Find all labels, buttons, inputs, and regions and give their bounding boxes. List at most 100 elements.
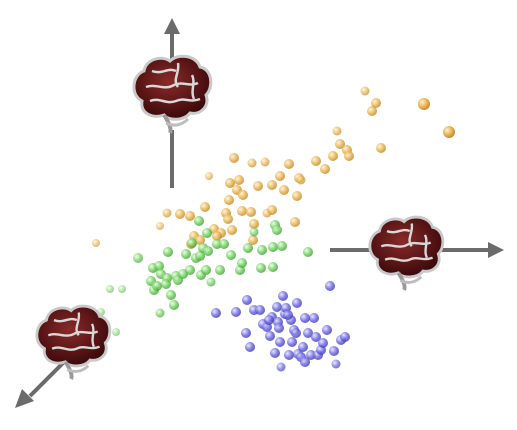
orange-cluster-point — [246, 207, 256, 217]
green-cluster-point — [249, 227, 259, 237]
blue-cluster-point — [287, 337, 297, 347]
orange-cluster-point — [185, 211, 195, 221]
blue-cluster-point — [284, 350, 294, 360]
blue-cluster-point — [292, 298, 302, 308]
axis-vertical — [164, 18, 180, 188]
green-cluster-point — [106, 285, 114, 293]
blue-cluster-point — [283, 310, 293, 320]
brain-icon-right — [368, 215, 445, 291]
orange-cluster-point — [212, 231, 222, 241]
green-cluster-point — [277, 241, 287, 251]
green-cluster-point — [243, 243, 253, 253]
point-cloud — [92, 86, 455, 372]
blue-cluster-point — [278, 291, 288, 301]
orange-cluster-point — [290, 217, 300, 227]
orange-cluster-point — [267, 180, 277, 190]
orange-cluster-point — [443, 126, 455, 138]
blue-cluster-point — [211, 308, 221, 318]
orange-cluster-point — [328, 151, 338, 161]
blue-cluster-point — [242, 295, 252, 305]
green-cluster-point — [112, 328, 120, 336]
green-cluster-point — [181, 249, 191, 259]
green-cluster-point — [268, 262, 278, 272]
blue-cluster-point — [291, 328, 301, 338]
green-cluster-point — [256, 263, 266, 273]
blue-cluster-point — [265, 331, 275, 341]
green-cluster-point — [226, 250, 236, 260]
green-cluster-point — [219, 239, 229, 249]
blue-cluster-point — [272, 302, 282, 312]
orange-cluster-point — [267, 205, 277, 215]
orange-cluster-point — [311, 156, 321, 166]
blue-cluster-point — [325, 281, 335, 291]
blue-cluster-point — [274, 323, 284, 333]
brain-icons — [35, 54, 445, 380]
orange-cluster-point — [200, 202, 210, 212]
blue-cluster-point — [340, 332, 350, 342]
green-cluster-point — [303, 247, 313, 257]
axis-horizontal — [330, 242, 504, 258]
blue-cluster-point — [309, 313, 319, 323]
blue-cluster-point — [270, 348, 280, 358]
green-cluster-point — [118, 285, 126, 293]
orange-cluster-point — [92, 239, 100, 247]
orange-cluster-point — [195, 235, 205, 245]
orange-cluster-point — [247, 158, 257, 168]
green-cluster-point — [161, 279, 171, 289]
blue-cluster-point — [276, 362, 286, 372]
orange-cluster-point — [234, 175, 244, 185]
orange-cluster-point — [229, 153, 239, 163]
brain-icon-bottom-left — [35, 304, 112, 380]
orange-cluster-point — [376, 143, 386, 153]
orange-cluster-point — [175, 209, 185, 219]
green-cluster-point — [203, 246, 213, 256]
green-cluster-point — [237, 258, 247, 268]
green-cluster-point — [166, 290, 176, 300]
green-cluster-point — [202, 228, 212, 238]
orange-cluster-point — [237, 206, 247, 216]
axis-diagonal — [15, 358, 68, 408]
orange-cluster-point — [224, 195, 234, 205]
orange-cluster-point — [296, 175, 306, 185]
orange-cluster-point — [335, 139, 345, 149]
orange-cluster-point — [367, 106, 377, 116]
orange-cluster-point — [320, 164, 330, 174]
orange-cluster-point — [253, 181, 263, 191]
green-cluster-point — [154, 261, 164, 271]
blue-cluster-point — [303, 328, 313, 338]
green-cluster-point — [185, 265, 195, 275]
green-cluster-point — [169, 300, 179, 310]
blue-cluster-point — [318, 338, 328, 348]
arrow-right-icon — [488, 242, 504, 258]
blue-cluster-point — [245, 342, 255, 352]
arrow-down-left-icon — [15, 389, 34, 408]
orange-cluster-point — [360, 86, 370, 96]
brain-icon-top — [132, 54, 213, 134]
blue-cluster-point — [311, 332, 321, 342]
green-cluster-point — [133, 253, 143, 263]
orange-cluster-point — [238, 190, 248, 200]
green-cluster-point — [201, 265, 211, 275]
orange-cluster-point — [162, 208, 172, 218]
green-cluster-point — [215, 265, 225, 275]
blue-cluster-point — [300, 357, 310, 367]
blue-cluster-point — [306, 350, 316, 360]
green-cluster-point — [194, 216, 204, 226]
orange-cluster-point — [227, 225, 237, 235]
orange-cluster-point — [260, 157, 270, 167]
orange-cluster-point — [344, 151, 354, 161]
orange-cluster-point — [275, 171, 285, 181]
green-cluster-point — [212, 239, 222, 249]
orange-cluster-point — [284, 159, 294, 169]
orange-cluster-point — [332, 126, 342, 136]
orange-cluster-point — [248, 235, 258, 245]
orange-cluster-point — [279, 185, 289, 195]
blue-cluster-point — [231, 307, 241, 317]
blue-cluster-point — [322, 325, 332, 335]
green-cluster-point — [152, 281, 162, 291]
orange-cluster-point — [418, 98, 430, 110]
green-cluster-point — [187, 238, 197, 248]
green-cluster-point — [268, 242, 278, 252]
